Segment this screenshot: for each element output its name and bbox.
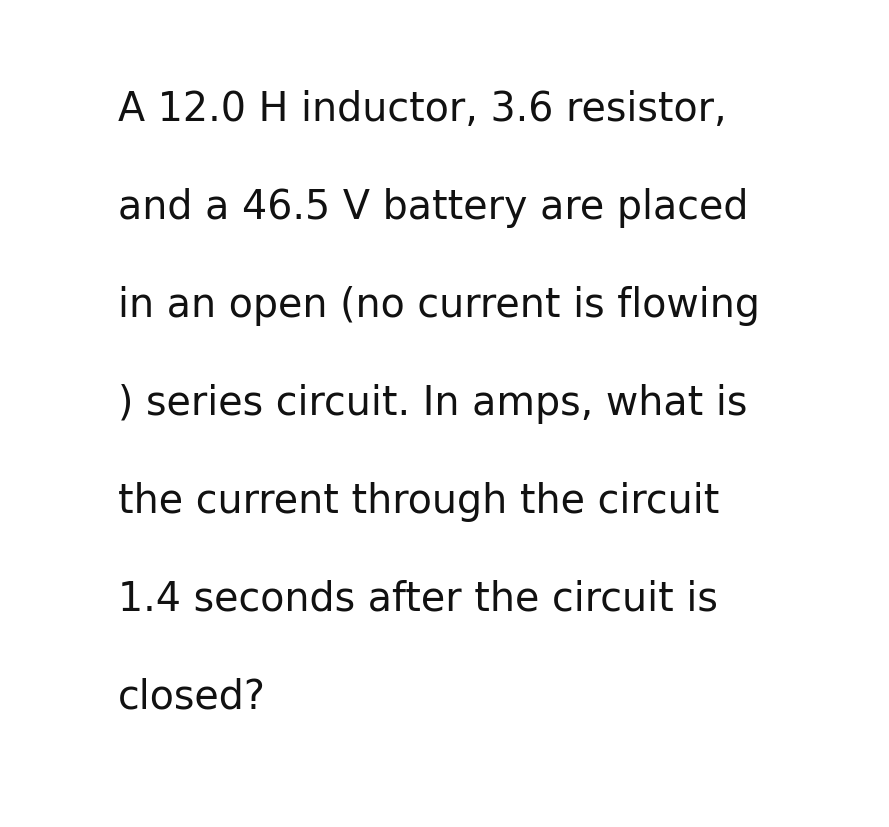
Text: A 12.0 H inductor, 3.6 resistor,: A 12.0 H inductor, 3.6 resistor, — [118, 90, 726, 130]
Text: and a 46.5 V battery are placed: and a 46.5 V battery are placed — [118, 188, 749, 227]
Text: in an open (no current is flowing: in an open (no current is flowing — [118, 285, 760, 326]
Text: the current through the circuit: the current through the circuit — [118, 481, 719, 521]
Text: ) series circuit. In amps, what is: ) series circuit. In amps, what is — [118, 384, 748, 423]
Text: 1.4 seconds after the circuit is: 1.4 seconds after the circuit is — [118, 579, 718, 619]
Text: closed?: closed? — [118, 677, 266, 717]
